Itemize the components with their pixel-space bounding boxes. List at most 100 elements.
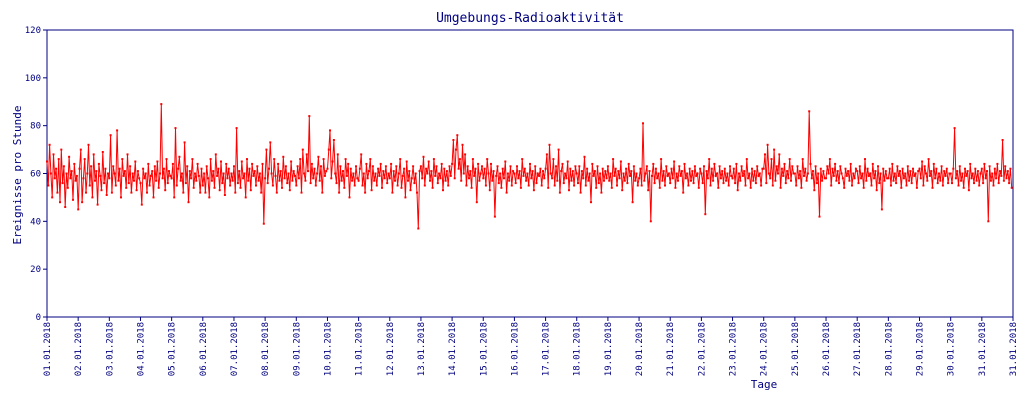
- data-point: [579, 191, 582, 194]
- data-point: [91, 196, 94, 199]
- x-tick-label: 14.01.2018: [448, 322, 458, 376]
- data-point: [503, 177, 505, 180]
- data-point: [258, 172, 261, 175]
- data-point: [451, 162, 454, 165]
- data-point: [416, 191, 418, 194]
- data-point: [495, 174, 498, 177]
- data-point: [412, 165, 415, 168]
- data-point: [46, 160, 48, 163]
- data-point: [761, 167, 764, 170]
- data-point: [664, 184, 666, 187]
- data-point: [857, 182, 860, 185]
- data-point: [714, 174, 717, 177]
- data-point: [97, 162, 100, 165]
- data-point: [358, 167, 361, 170]
- data-point: [858, 165, 861, 168]
- data-point: [53, 177, 56, 180]
- data-point: [439, 177, 442, 180]
- data-point: [234, 191, 237, 194]
- data-point: [199, 191, 202, 194]
- data-point: [229, 184, 232, 187]
- data-point: [809, 162, 812, 165]
- data-point: [431, 186, 434, 189]
- data-point: [436, 182, 439, 185]
- data-point: [580, 170, 583, 173]
- data-point: [509, 165, 512, 168]
- series-line: [46, 104, 1013, 229]
- data-point: [182, 191, 185, 194]
- data-point: [943, 170, 946, 173]
- data-point: [621, 189, 624, 192]
- data-point: [421, 177, 424, 180]
- data-point: [565, 177, 568, 180]
- data-point: [465, 184, 468, 187]
- data-point: [329, 129, 331, 132]
- data-point: [255, 184, 257, 187]
- data-point: [190, 177, 193, 180]
- x-tick-label: 24.01.2018: [760, 322, 770, 376]
- data-point: [233, 165, 235, 168]
- data-point: [877, 165, 879, 168]
- data-point: [191, 158, 194, 161]
- data-point: [168, 170, 170, 173]
- data-point: [648, 170, 651, 173]
- data-point: [997, 182, 1000, 185]
- data-point: [762, 167, 765, 170]
- data-point: [143, 177, 146, 180]
- data-point: [78, 167, 81, 170]
- data-point: [951, 182, 953, 185]
- data-point: [203, 172, 206, 175]
- data-point: [614, 167, 617, 170]
- data-point: [75, 174, 78, 177]
- data-point: [521, 158, 524, 161]
- data-point: [941, 184, 944, 187]
- data-point: [730, 174, 733, 177]
- data-point: [925, 172, 927, 175]
- data-point: [1008, 182, 1011, 185]
- data-point: [186, 165, 189, 168]
- data-point: [832, 174, 835, 177]
- data-point: [396, 184, 399, 187]
- data-point: [815, 182, 818, 185]
- data-point: [214, 153, 217, 156]
- data-point: [479, 172, 482, 175]
- data-point: [86, 172, 89, 175]
- data-point: [116, 129, 119, 132]
- data-point: [828, 158, 831, 161]
- data-point: [442, 189, 444, 192]
- data-point: [320, 165, 322, 168]
- data-point: [931, 186, 934, 189]
- data-point: [674, 186, 677, 189]
- data-point: [343, 186, 346, 189]
- data-point: [321, 191, 324, 194]
- data-point: [717, 186, 720, 189]
- x-tick-label: 10.01.2018: [323, 322, 333, 376]
- data-point: [405, 160, 408, 163]
- data-point: [373, 179, 376, 182]
- data-point: [888, 167, 891, 170]
- data-point: [66, 186, 69, 189]
- data-point: [140, 203, 143, 206]
- data-point: [751, 167, 753, 170]
- data-point: [915, 186, 918, 189]
- data-point: [536, 172, 539, 175]
- x-tick-label: 19.01.2018: [604, 322, 614, 376]
- data-point: [430, 170, 433, 173]
- data-point: [601, 167, 604, 170]
- data-point: [613, 174, 616, 177]
- data-point: [440, 162, 443, 165]
- x-tick-label: 01.01.2018: [43, 322, 53, 376]
- data-point: [773, 148, 776, 151]
- data-point: [126, 153, 129, 156]
- y-tick-label: 40: [30, 217, 41, 227]
- data-point: [60, 148, 63, 151]
- data-point: [914, 172, 917, 175]
- data-point: [562, 182, 565, 185]
- data-point: [608, 179, 611, 182]
- data-point: [133, 179, 135, 182]
- data-point: [827, 172, 830, 175]
- data-point: [483, 167, 486, 170]
- data-point: [352, 172, 355, 175]
- data-point: [966, 170, 969, 173]
- data-point: [207, 177, 209, 180]
